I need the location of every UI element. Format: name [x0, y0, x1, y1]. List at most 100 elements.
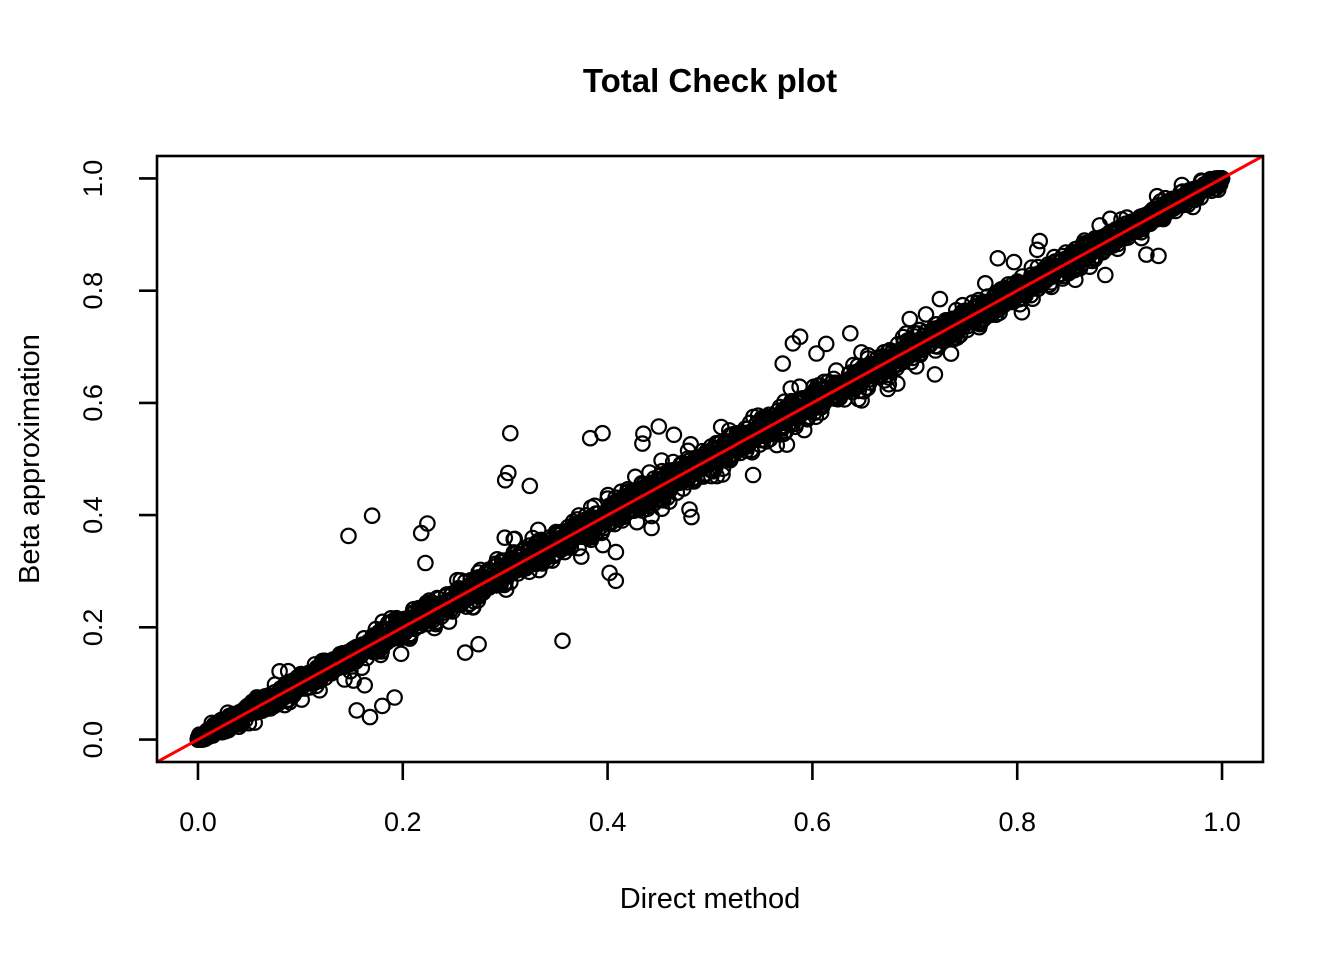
- data-point: [1031, 232, 1048, 250]
- data-point: [656, 485, 673, 503]
- data-point: [1150, 247, 1167, 265]
- data-point: [643, 519, 660, 537]
- chart-title: Total Check plot: [583, 62, 837, 99]
- y-tick-label: 0.4: [78, 496, 108, 534]
- data-point: [505, 530, 522, 548]
- data-point: [1028, 241, 1046, 259]
- data-point: [744, 466, 762, 484]
- data-point: [456, 644, 474, 661]
- data-point: [1212, 171, 1230, 189]
- x-tick-label: 0.6: [794, 807, 832, 837]
- data-point: [681, 501, 698, 518]
- data-point: [683, 508, 700, 526]
- y-tick-label: 0.2: [78, 609, 108, 647]
- data-point: [1138, 246, 1155, 263]
- data-point: [554, 632, 571, 650]
- y-tick-label: 1.0: [78, 160, 108, 198]
- data-point: [729, 435, 747, 453]
- x-axis-label: Direct method: [620, 883, 801, 915]
- data-point: [777, 399, 794, 416]
- data-point: [926, 366, 944, 383]
- data-point: [363, 507, 381, 524]
- data-point: [712, 418, 730, 436]
- data-point: [639, 483, 656, 501]
- data-point: [496, 471, 514, 489]
- data-point: [758, 420, 775, 437]
- y-tick-label: 0.8: [78, 272, 108, 310]
- data-point: [917, 306, 935, 323]
- data-point: [191, 731, 209, 748]
- data-point: [927, 342, 944, 359]
- data-point: [674, 480, 692, 497]
- data-point: [594, 424, 611, 442]
- data-point: [607, 572, 625, 590]
- x-tick-label: 0.0: [179, 807, 217, 837]
- data-point: [989, 249, 1007, 267]
- data-point: [488, 577, 505, 594]
- data-point: [650, 418, 668, 435]
- data-point: [839, 376, 857, 394]
- data-point: [964, 307, 982, 325]
- data-point: [353, 659, 371, 676]
- data-point: [345, 645, 362, 662]
- data-point: [757, 408, 775, 426]
- data-point: [702, 467, 720, 485]
- data-point: [340, 527, 357, 545]
- data-point: [348, 702, 365, 719]
- plot-frame-box: [155, 154, 1265, 764]
- y-axis-label: Beta approximation: [14, 334, 46, 584]
- data-point: [1097, 266, 1114, 284]
- data-point: [709, 448, 727, 466]
- data-point: [1120, 220, 1138, 238]
- x-axis: 0.0 0.2 0.4 0.6 0.8 1.0: [179, 762, 1241, 837]
- data-point: [917, 331, 935, 348]
- data-point: [714, 466, 731, 483]
- data-point: [464, 599, 482, 616]
- data-point: [899, 343, 916, 361]
- data-point: [515, 541, 533, 559]
- data-point: [888, 375, 906, 392]
- x-tick-label: 0.2: [384, 807, 422, 837]
- data-point: [1005, 253, 1023, 271]
- data-point: [361, 708, 379, 726]
- data-point: [501, 424, 519, 442]
- y-tick-label: 0.6: [78, 384, 108, 422]
- data-point: [612, 500, 630, 518]
- data-point: [817, 335, 835, 353]
- data-point: [568, 511, 586, 528]
- data-point: [572, 548, 590, 565]
- data-point: [478, 563, 495, 581]
- data-point: [799, 408, 817, 426]
- data-point: [360, 637, 378, 655]
- data-point: [241, 702, 259, 719]
- data-point: [531, 532, 548, 549]
- data-point: [276, 681, 294, 699]
- data-point: [386, 689, 403, 706]
- data-point: [412, 524, 430, 542]
- data-point: [814, 387, 832, 405]
- data-point: [665, 426, 683, 444]
- data-point: [496, 529, 514, 546]
- data-point: [808, 345, 825, 362]
- data-point: [373, 697, 391, 715]
- y-axis: 0.0 0.2 0.4 0.6 0.8 1.0: [78, 160, 157, 758]
- data-point: [279, 679, 297, 697]
- data-point: [1192, 182, 1210, 199]
- data-point: [768, 436, 786, 454]
- x-tick-label: 1.0: [1203, 807, 1241, 837]
- data-point: [841, 324, 859, 342]
- data-point: [271, 662, 288, 680]
- data-point: [634, 435, 651, 452]
- data-point: [641, 464, 658, 481]
- x-tick-label: 0.8: [998, 807, 1036, 837]
- data-point: [931, 290, 949, 308]
- data-point: [469, 578, 486, 595]
- data-point: [405, 611, 423, 628]
- data-point: [556, 543, 573, 561]
- data-point: [1054, 267, 1072, 285]
- scatter-points: [189, 170, 1231, 748]
- data-point: [1008, 273, 1026, 290]
- data-point: [521, 477, 539, 495]
